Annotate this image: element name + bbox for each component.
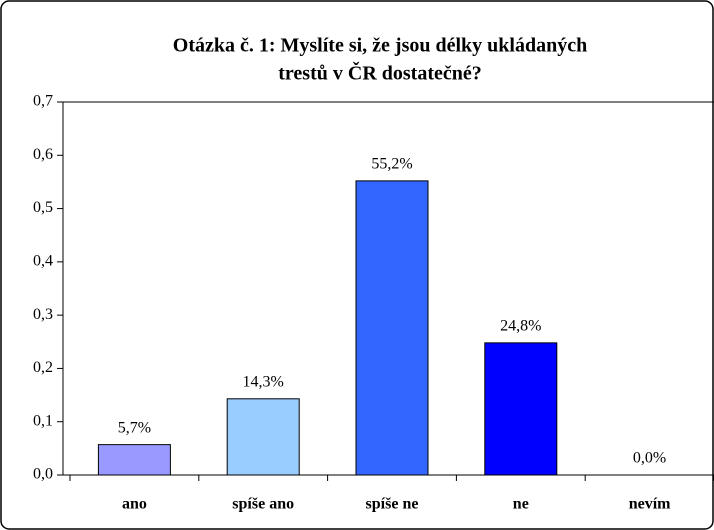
bar (226, 398, 300, 476)
value-label: 5,7% (118, 419, 151, 436)
y-tick-label: 0,5 (33, 199, 53, 216)
value-label: 0,0% (633, 450, 666, 467)
x-tick-label: spíše ano (232, 496, 294, 513)
x-tick-label: ano (122, 496, 147, 513)
value-label: 55,2% (371, 156, 412, 173)
y-tick-label: 0,1 (33, 412, 53, 429)
y-tick-label: 0,0 (33, 466, 53, 483)
y-tick-label: 0,3 (33, 306, 53, 323)
bar (484, 342, 558, 476)
y-tick-label: 0,2 (33, 359, 53, 376)
y-tick-label: 0,4 (33, 253, 53, 270)
bar (355, 180, 429, 476)
x-tick-label: nevím (629, 496, 671, 513)
bar (97, 444, 171, 476)
value-label: 14,3% (243, 373, 284, 390)
chart-title: Otázka č. 1: Myslíte si, že jsou délky u… (173, 35, 587, 57)
y-tick-label: 0,7 (33, 93, 53, 110)
chart-title: trestů v ČR dostatečné? (278, 61, 482, 85)
value-label: 24,8% (500, 318, 541, 335)
y-tick-label: 0,6 (33, 146, 53, 163)
x-tick-label: spíše ne (366, 496, 419, 513)
x-tick-label: ne (513, 496, 529, 513)
